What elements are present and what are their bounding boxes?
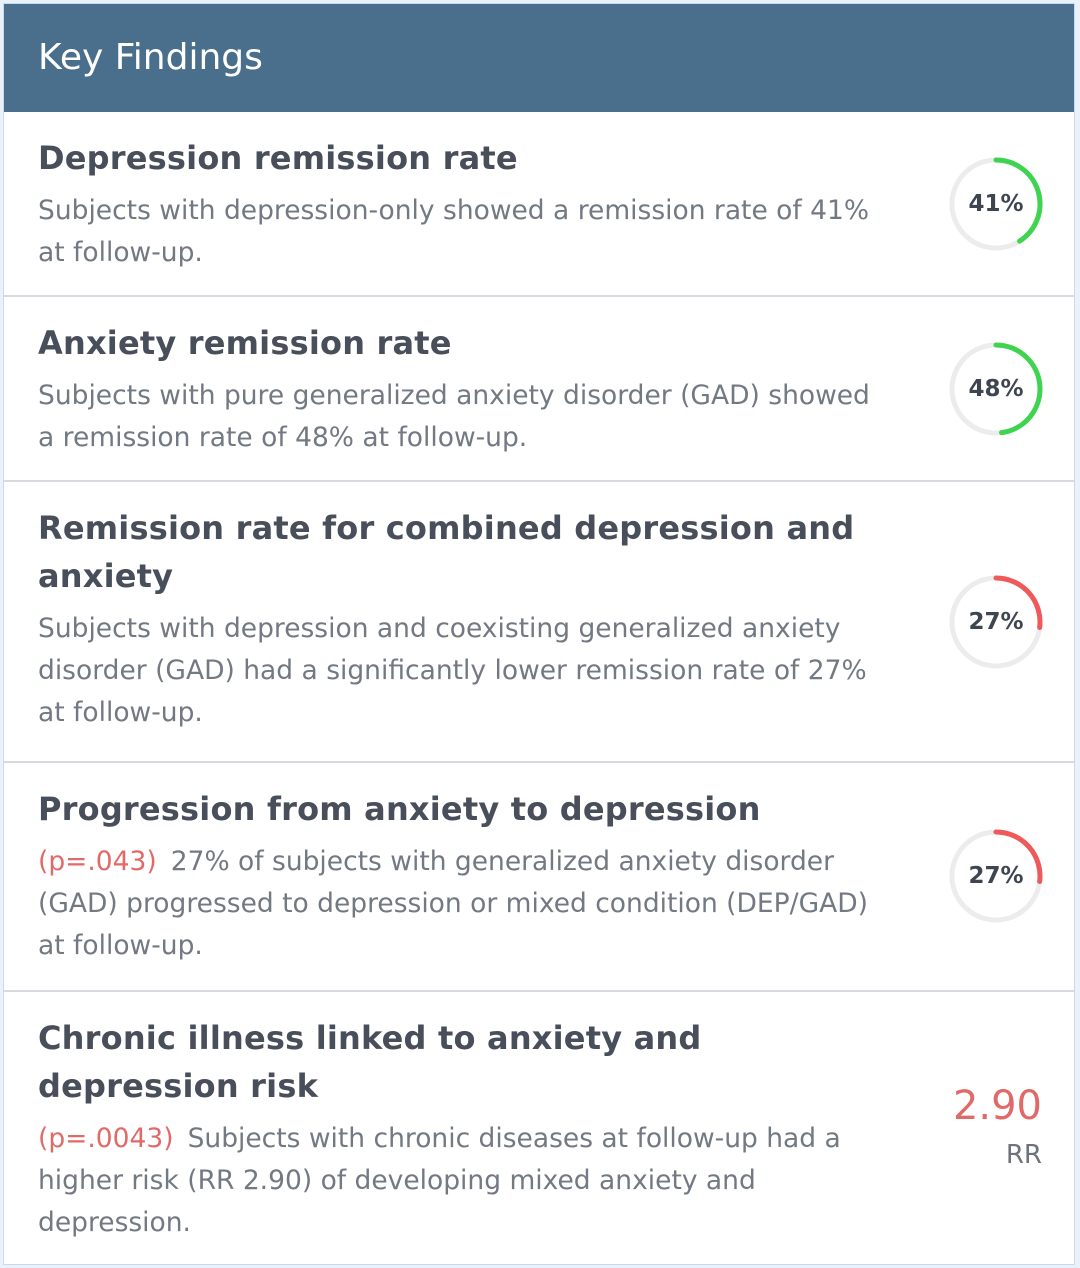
gauge-arc	[993, 342, 1043, 436]
gauge-arc	[993, 829, 1043, 885]
finding-description: Subjects with depression and coexisting …	[38, 608, 874, 734]
relative-risk-metric: 2.90 RR	[953, 1084, 1042, 1170]
relative-risk-label: RR	[1005, 1140, 1042, 1170]
progression-gauge: 27%	[948, 828, 1044, 924]
finding-description: (p=.043) 27% of subjects with generalized…	[38, 841, 874, 967]
remission-gauge: 48%	[948, 341, 1044, 437]
gauge-arc	[993, 157, 1043, 244]
gauge-value: 27%	[968, 863, 1024, 889]
finding-description-text: Subjects with depression and coexisting …	[38, 613, 867, 728]
card-header: Key Findings	[4, 4, 1074, 112]
card-title: Key Findings	[38, 37, 263, 78]
finding-description: Subjects with depression-only showed a r…	[38, 190, 874, 274]
finding-item: Progression from anxiety to depression (…	[4, 763, 1074, 992]
p-value: (p=.0043)	[38, 1123, 174, 1154]
gauge-ring	[949, 157, 1043, 251]
remission-gauge: 27%	[948, 574, 1044, 670]
gauge-ring	[949, 342, 1043, 436]
finding-item: Depression remission rate Subjects with …	[4, 112, 1074, 297]
finding-description-text: Subjects with chronic diseases at follow…	[38, 1123, 841, 1238]
finding-description: Subjects with pure generalized anxiety d…	[38, 375, 874, 459]
finding-description-text: Subjects with depression-only showed a r…	[38, 195, 870, 268]
gauge-value: 27%	[968, 609, 1024, 635]
finding-item: Anxiety remission rate Subjects with pur…	[4, 297, 1074, 482]
gauge-ring	[949, 575, 1043, 669]
remission-gauge: 41%	[948, 156, 1044, 252]
p-value: (p=.043)	[38, 846, 157, 877]
finding-description-text: 27% of subjects with generalized anxiety…	[38, 846, 868, 961]
relative-risk-value: 2.90	[952, 1083, 1042, 1129]
gauge-arc	[993, 575, 1043, 631]
finding-title: Chronic illness linked to anxiety and de…	[38, 1019, 702, 1105]
gauge-value: 41%	[968, 191, 1024, 217]
finding-title: Depression remission rate	[38, 139, 518, 177]
gauge-ring	[949, 829, 1043, 923]
finding-item: Chronic illness linked to anxiety and de…	[4, 992, 1074, 1264]
finding-title: Remission rate for combined depression a…	[38, 509, 855, 595]
gauge-value: 48%	[968, 376, 1024, 402]
key-findings-card: Key Findings Depression remission rate S…	[3, 3, 1075, 1265]
finding-item: Remission rate for combined depression a…	[4, 482, 1074, 763]
finding-title: Progression from anxiety to depression	[38, 790, 761, 828]
finding-description: (p=.0043) Subjects with chronic diseases …	[38, 1118, 874, 1244]
finding-description-text: Subjects with pure generalized anxiety d…	[38, 380, 870, 453]
finding-title: Anxiety remission rate	[38, 324, 452, 362]
